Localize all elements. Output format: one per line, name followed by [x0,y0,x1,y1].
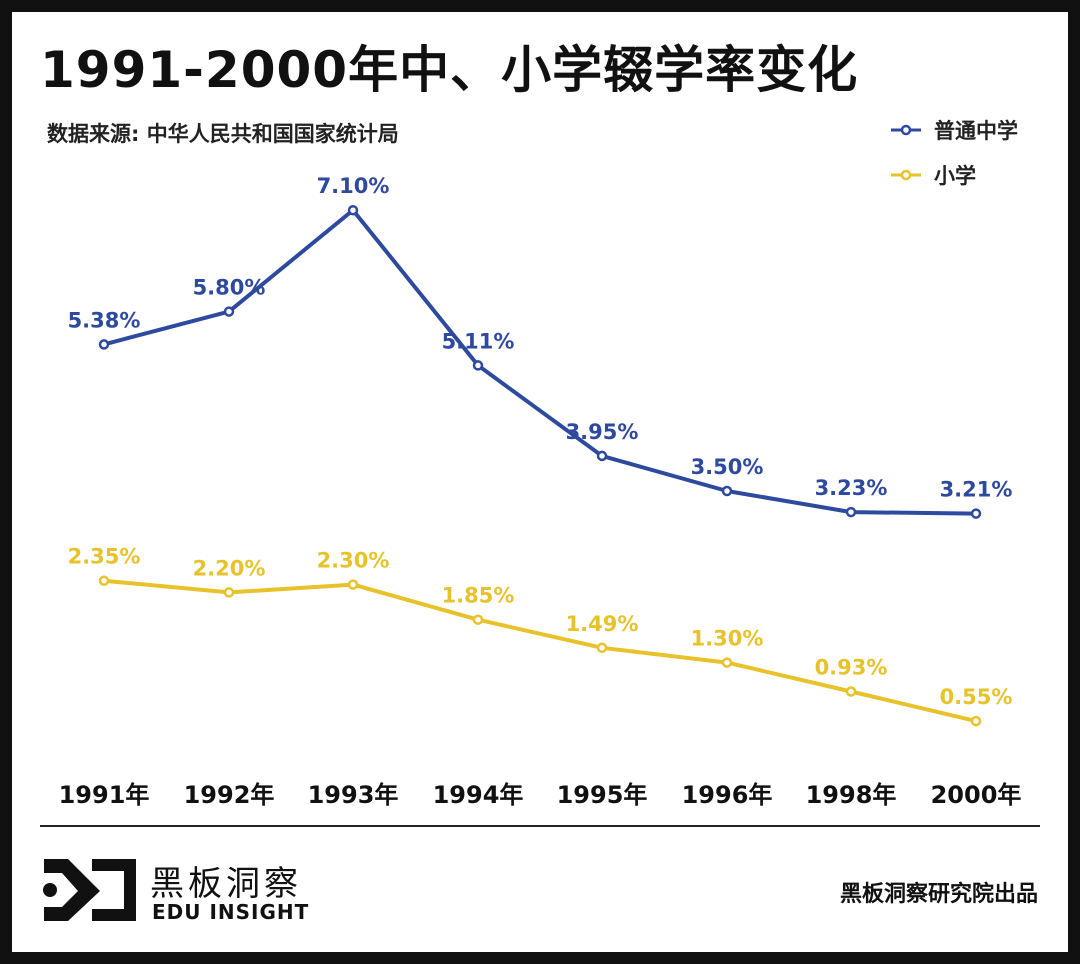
middle-school-point [472,360,484,371]
data-source: 数据来源: 中华人民共和国国家统计局 [47,122,399,146]
eye-play-logo-icon [43,859,136,921]
middle-school-point [845,506,857,518]
primary-school-data-label: 0.93% [815,656,888,680]
middle-school-point [970,508,982,519]
primary-school-line [102,578,978,724]
middle-school-data-label: 3.23% [815,476,888,500]
middle-school-series: 5.38% 5.80% 7.10% 5.11% 3.95% 3.50% 3.23% 3.21% [68,174,1013,519]
primary-school-point [845,686,857,697]
primary-school-data-label: 1.49% [566,612,639,636]
middle-school-data-label: 3.50% [691,455,764,479]
primary-school-point [596,642,608,654]
primary-school-data-label: 2.20% [193,556,266,580]
legend-marker [900,169,912,181]
primary-school-data-label: 0.55% [940,685,1013,709]
logo-english-text: EDU INSIGHT [152,900,310,924]
middle-school-point [347,204,359,216]
primary-school-data-label: 2.35% [68,545,141,569]
primary-school-point [472,614,484,625]
x-tick-label: 1992年 [184,781,275,809]
middle-school-point [98,339,110,350]
primary-school-point [223,587,235,598]
primary-school-series: 2.35% 2.20% 2.30% 1.85% 1.49% 1.30% 0.93% 0.55% [68,545,1013,727]
x-tick-label: 1994年 [433,781,524,809]
x-tick-label: 1998年 [806,781,897,809]
credit-text: 黑板洞察研究院出品 [839,882,1038,907]
primary-school-point [347,579,359,590]
middle-school-point [721,485,733,497]
x-tick-label: 1995年 [557,781,648,809]
x-tick-label: 2000年 [931,781,1022,809]
legend-label: 小学 [934,164,976,188]
footer-divider [40,825,1040,827]
legend-marker [900,124,912,136]
series-layer: 5.38% 5.80% 7.10% 5.11% 3.95% 3.50% 3.23% 3.21%… [68,174,1013,727]
legend-label: 普通中学 [934,119,1018,143]
middle-school-data-label: 3.95% [566,420,639,444]
x-tick-label: 1996年 [682,781,773,809]
primary-school-point [98,575,110,586]
middle-school-data-label: 5.38% [68,308,141,332]
primary-school-data-label: 1.85% [442,584,515,608]
middle-school-data-label: 5.11% [442,329,515,353]
primary-school-point [970,715,982,727]
middle-school-point [596,450,608,462]
middle-school-line [102,208,978,516]
x-tick-label: 1991年 [59,781,150,809]
chart-title: 1991-2000年中、小学辍学率变化 [40,41,859,99]
middle-school-data-label: 5.80% [193,276,266,300]
logo-chinese-text: 黑板洞察 [150,864,302,904]
x-tick-label: 1993年 [308,781,399,809]
x-axis-labels: 1991年 1992年 1993年 1994年 1995年 1996年 1998年 2000年 [59,781,1022,809]
middle-school-data-label: 7.10% [317,174,390,198]
primary-school-data-label: 2.30% [317,549,390,573]
primary-school-point [721,657,733,668]
middle-school-point [223,306,235,317]
primary-school-data-label: 1.30% [691,627,764,651]
middle-school-data-label: 3.21% [940,478,1013,502]
